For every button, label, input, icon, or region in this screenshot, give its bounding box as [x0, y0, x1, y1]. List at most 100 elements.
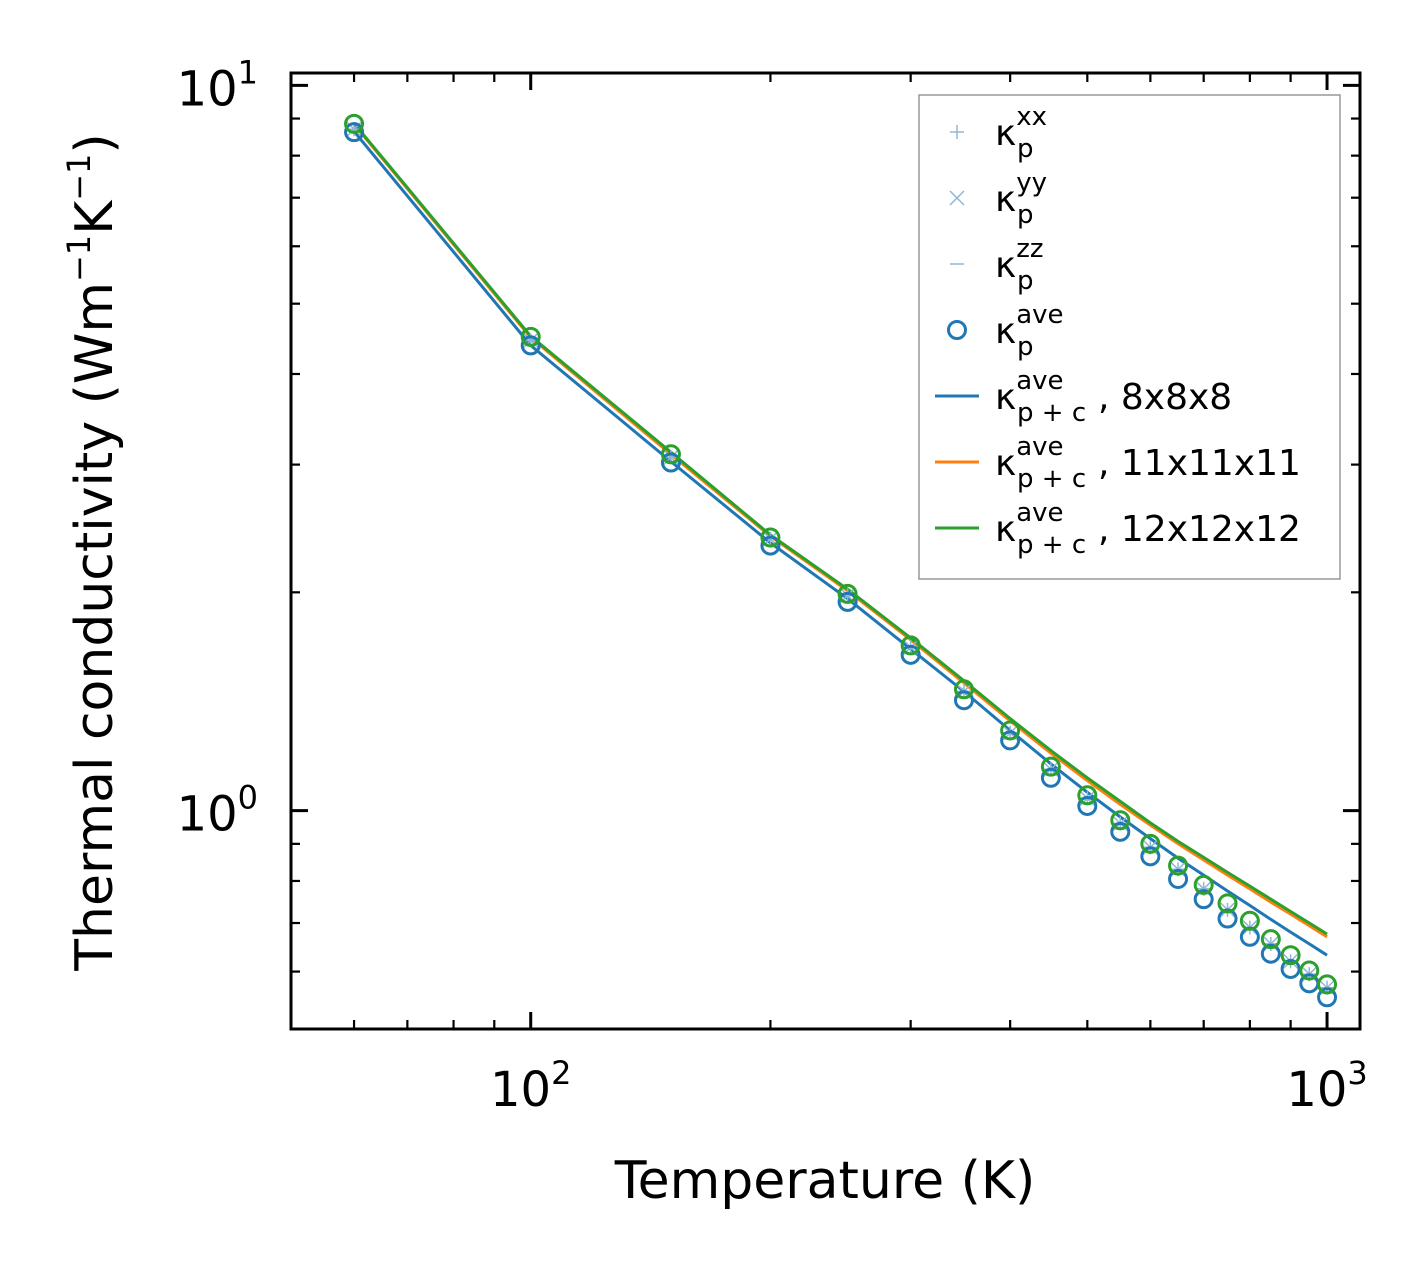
x-tick-label: 103 [1286, 1054, 1367, 1118]
circle-marker [1140, 833, 1161, 854]
circle-marker [1140, 846, 1161, 867]
circle-marker [660, 444, 681, 465]
data-point-circle [1110, 810, 1131, 831]
legend-label: κxx p [995, 102, 1047, 164]
circle-marker [1260, 929, 1281, 950]
plot-frame [289, 71, 1362, 1031]
data-point-circle [837, 583, 858, 604]
series-line [352, 130, 1328, 957]
data-point-circle [953, 690, 974, 711]
data-point-circle [837, 591, 858, 612]
data-point-circle [1217, 893, 1238, 914]
circle-marker [1168, 855, 1189, 876]
data-point-circle [1077, 785, 1098, 806]
legend-swatch [950, 125, 964, 139]
circle-marker [760, 535, 781, 556]
legend-item: κave p [947, 300, 1064, 362]
circle-marker [953, 690, 974, 711]
circle-marker [1217, 908, 1238, 929]
legend-label: κave p [995, 300, 1064, 362]
data-point-circle [1317, 987, 1338, 1008]
data-point-circle [344, 113, 365, 134]
data-point-circle [1280, 945, 1301, 966]
y-axis-title-main: Thermal conductivity (Wm [65, 282, 125, 972]
circle-marker [1260, 943, 1281, 964]
major-ticks [291, 73, 1360, 1029]
data-point-circle [1140, 846, 1161, 867]
y-axis-title-close: ) [65, 133, 125, 153]
legend-item: κave p + c, 11x11x11 [935, 432, 1301, 494]
y-axis-title-exp1: −1 [60, 235, 98, 282]
series-line [352, 122, 1328, 936]
data-point-circle [1299, 960, 1320, 981]
circle-marker [760, 527, 781, 548]
data-point-circle [1040, 767, 1061, 788]
data-point-circle [1280, 958, 1301, 979]
circle-marker [837, 591, 858, 612]
data-point-circle [1110, 821, 1131, 842]
legend-item: κxx p [950, 102, 1047, 164]
circle-marker [1000, 730, 1021, 751]
data-point-circle [1000, 730, 1021, 751]
data-point-circle [1193, 874, 1214, 895]
y-axis-title: Thermal conductivity (Wm−1K−1) [60, 133, 125, 971]
data-point-circle [660, 452, 681, 473]
tick-labels: 102 103 100 101 [177, 53, 1368, 1118]
circle-marker [1217, 893, 1238, 914]
data-point-circle [520, 335, 541, 356]
circle-marker [1193, 889, 1214, 910]
legend-item: κave p + c, 12x12x12 [935, 498, 1301, 560]
circle-marker [1299, 960, 1320, 981]
data-point-circle [1239, 910, 1260, 931]
y-axis-title-mid: K [65, 199, 125, 235]
legend-label: κave p + c, 12x12x12 [995, 498, 1301, 560]
plot-lines [352, 122, 1328, 957]
y-tick-label: 101 [177, 53, 258, 117]
legend-label: κzz p [995, 234, 1044, 296]
circle-marker [947, 320, 967, 340]
circle-marker [1000, 720, 1021, 741]
legend-item: κave p + c, 8x8x8 [935, 366, 1232, 428]
circle-marker [660, 452, 681, 473]
circle-marker [1168, 868, 1189, 889]
data-point-circle [900, 644, 921, 665]
legend-label: κyy p [995, 168, 1047, 230]
circle-marker [1110, 810, 1131, 831]
data-point-circle [1193, 889, 1214, 910]
circle-marker [1317, 974, 1338, 995]
x-axis-title: Temperature (K) [614, 1151, 1036, 1211]
circle-marker [344, 122, 365, 143]
x-stroke [949, 190, 965, 206]
circle-marker [900, 644, 921, 665]
circle-marker [837, 583, 858, 604]
circle-marker [1280, 958, 1301, 979]
legend-item: κzz p [950, 234, 1044, 296]
circle-marker [1077, 785, 1098, 806]
data-point-circle [1168, 855, 1189, 876]
data-point-circle [1217, 908, 1238, 929]
legend-label: κave p + c, 8x8x8 [995, 366, 1232, 428]
circle-marker [1239, 910, 1260, 931]
plot-markers [344, 113, 1338, 1008]
legend-label: κave p + c, 11x11x11 [995, 432, 1301, 494]
data-point-circle [1140, 833, 1161, 854]
data-point-circle [1260, 943, 1281, 964]
data-point-circle [344, 122, 365, 143]
data-point-circle [520, 326, 541, 347]
circle-marker [1110, 821, 1131, 842]
circle-marker [1040, 756, 1061, 777]
data-point-circle [760, 535, 781, 556]
y-axis-title-exp2: −1 [60, 154, 98, 201]
data-point-circle [1317, 974, 1338, 995]
circle-marker [900, 635, 921, 656]
data-point-circle [760, 527, 781, 548]
legend-swatch [947, 320, 967, 340]
circle-marker [1040, 767, 1061, 788]
circle-marker [953, 679, 974, 700]
data-point-circle [1077, 795, 1098, 816]
y-tick-label: 100 [177, 779, 258, 843]
legend-swatch [949, 190, 965, 206]
